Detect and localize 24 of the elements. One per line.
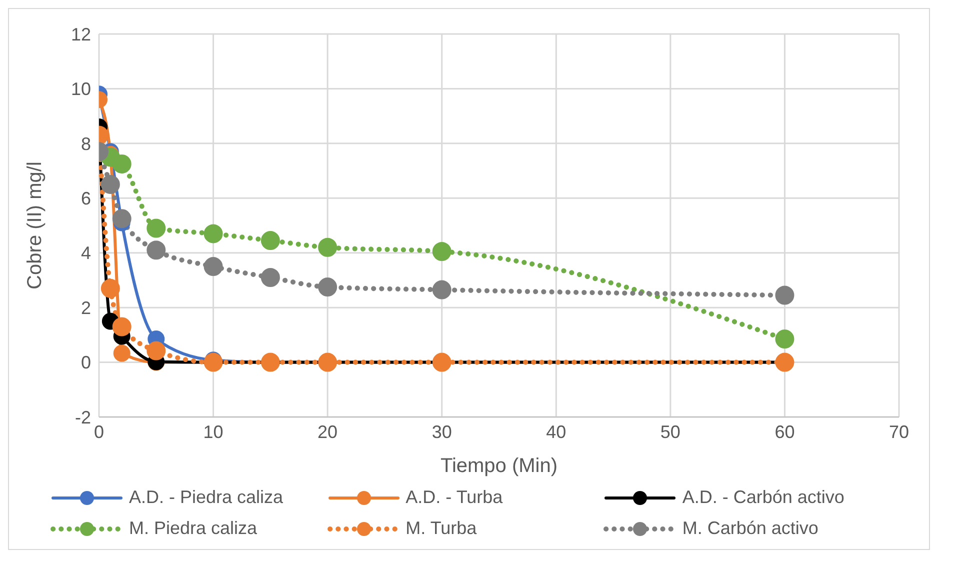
y-tick-label: 0 [80, 352, 91, 373]
y-tick-label: -2 [74, 407, 91, 428]
x-axis-title: Tiempo (Min) [440, 455, 558, 477]
y-tick-label: 4 [80, 243, 91, 264]
x-tick-label: 30 [432, 422, 452, 442]
legend-label: M. Turba [406, 518, 477, 539]
x-tick-label: 50 [660, 422, 680, 442]
y-tick-label: 8 [80, 134, 91, 154]
legend-label: M. Carbón activo [682, 518, 818, 539]
legend-label: A.D. - Turba [406, 487, 503, 508]
y-tick-label: 12 [70, 24, 91, 44]
legend-label: A.D. - Piedra caliza [129, 487, 284, 508]
y-tick-label: 6 [80, 188, 91, 209]
y-axis-title: Cobre (II) mg/l [24, 162, 46, 290]
legend-label: M. Piedra caliza [129, 518, 258, 539]
legend-label: A.D. - Carbón activo [682, 487, 844, 508]
y-tick-label: 2 [80, 298, 91, 318]
x-tick-label: 20 [318, 422, 338, 442]
x-tick-label: 10 [203, 422, 224, 442]
x-tick-label: 70 [888, 422, 910, 442]
x-tick-label: 40 [546, 422, 566, 442]
y-tick-label: 10 [70, 79, 91, 100]
x-tick-label: 60 [774, 422, 795, 442]
x-tick-label: 0 [94, 422, 104, 442]
